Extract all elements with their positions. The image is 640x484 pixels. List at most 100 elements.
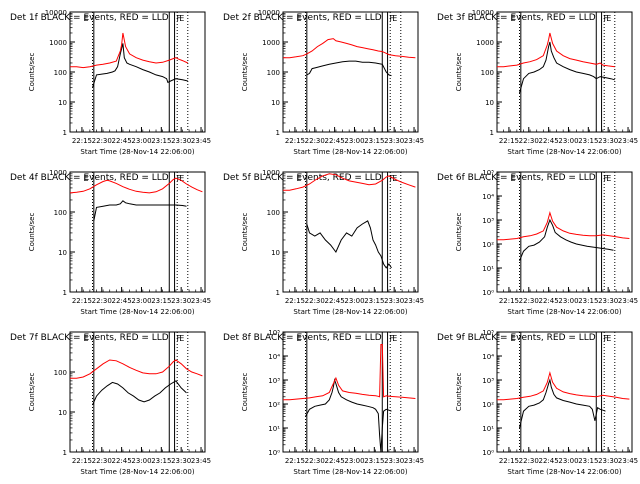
- x-tick-label: 22:15: [499, 297, 519, 305]
- y-tick-label: 1: [63, 129, 67, 137]
- x-tick-label: 22:30: [92, 137, 112, 145]
- x-axis-label: Start Time (28-Nov-14 22:06:00): [507, 468, 621, 476]
- marker-label: E: [392, 174, 397, 183]
- x-tick-label: 23:00: [344, 457, 364, 465]
- y-axis-label: Counts/sec: [28, 373, 36, 412]
- x-tick-label: 23:00: [344, 137, 364, 145]
- y-tick-label: 10¹: [482, 265, 494, 273]
- marker-label: E: [84, 14, 89, 23]
- plot-panel: Det 6f BLACK = Events, RED = LLD Counts/s…: [437, 169, 638, 316]
- marker-label: E: [511, 14, 516, 23]
- x-tick-label: 23:15: [578, 457, 598, 465]
- x-tick-label: 22:30: [519, 137, 539, 145]
- y-axis-label: Counts/sec: [241, 53, 249, 92]
- y-tick-label: 10⁴: [268, 353, 280, 361]
- y-tick-label: 1: [276, 129, 280, 137]
- y-tick-label: 10³: [482, 377, 494, 385]
- marker-label: E: [606, 334, 611, 343]
- chart-title: Det 8f BLACK = Events, RED = LLD: [223, 333, 382, 343]
- x-axis-label: Start Time (28-Nov-14 22:06:00): [293, 308, 407, 316]
- x-tick-label: 22:45: [112, 137, 132, 145]
- y-tick-label: 10: [271, 99, 280, 107]
- y-tick-label: 10²: [268, 401, 280, 409]
- y-axis-label: Counts/sec: [241, 213, 249, 252]
- x-tick-label: 22:30: [92, 297, 112, 305]
- x-tick-label: 22:45: [325, 457, 345, 465]
- y-tick-label: 10²: [482, 401, 494, 409]
- x-tick-label: 22:45: [112, 297, 132, 305]
- plot-panel: Det 9f BLACK = Events, RED = LLD Counts/s…: [437, 329, 638, 476]
- y-tick-label: 1: [63, 449, 67, 457]
- y-axis-label: Counts/sec: [241, 373, 249, 412]
- x-tick-label: 23:30: [384, 137, 404, 145]
- x-tick-label: 22:15: [285, 297, 305, 305]
- plot-frame: [69, 11, 206, 133]
- marker-label: E: [179, 334, 184, 343]
- chart-title: Det 4f BLACK = Events, RED = LLD: [10, 173, 169, 183]
- x-tick-label: 23:45: [404, 457, 424, 465]
- y-axis-label: Counts/sec: [455, 373, 463, 412]
- plot-panel: Det 5f BLACK = Events, RED = LLD Counts/s…: [223, 169, 424, 316]
- marker-label: E: [297, 174, 302, 183]
- y-tick-label: 100: [54, 209, 67, 217]
- y-tick-label: 10⁵: [268, 329, 280, 337]
- x-tick-label: 22:45: [539, 457, 559, 465]
- marker-label: E: [179, 14, 184, 23]
- lld-series-line: [69, 177, 203, 194]
- chart-title: Det 5f BLACK = Events, RED = LLD: [223, 173, 382, 183]
- y-tick-label: 100: [267, 209, 280, 217]
- events-series-line: [92, 380, 187, 406]
- events-series-line: [519, 378, 606, 429]
- x-tick-label: 23:00: [131, 297, 151, 305]
- chart-title: Det 3f BLACK = Events, RED = LLD: [437, 13, 596, 23]
- y-tick-label: 1: [63, 289, 67, 297]
- x-tick-label: 23:15: [151, 137, 171, 145]
- marker-label: E: [511, 334, 516, 343]
- marker-label: F: [390, 14, 395, 23]
- x-tick-label: 23:45: [191, 137, 211, 145]
- x-tick-label: 23:00: [558, 457, 578, 465]
- y-axis-label: Counts/sec: [28, 213, 36, 252]
- marker-label: E: [84, 334, 89, 343]
- lld-series-line: [497, 32, 615, 68]
- x-axis-label: Start Time (28-Nov-14 22:06:00): [80, 308, 194, 316]
- x-tick-label: 23:15: [578, 137, 598, 145]
- x-tick-label: 23:30: [171, 137, 191, 145]
- x-axis-label: Start Time (28-Nov-14 22:06:00): [507, 148, 621, 156]
- y-tick-label: 10000: [258, 9, 280, 17]
- y-tick-label: 10⁵: [482, 169, 494, 177]
- y-axis-label: Counts/sec: [28, 53, 36, 92]
- x-tick-label: 23:00: [131, 457, 151, 465]
- x-tick-label: 22:30: [305, 457, 325, 465]
- x-tick-label: 23:15: [151, 457, 171, 465]
- chart-title: Det 9f BLACK = Events, RED = LLD: [437, 333, 596, 343]
- y-tick-label: 10: [58, 99, 67, 107]
- lld-series-line: [283, 38, 416, 59]
- y-axis-label: Counts/sec: [455, 53, 463, 92]
- plot-panel: Det 7f BLACK = Events, RED = LLD Counts/s…: [10, 331, 211, 476]
- y-tick-label: 10⁰: [482, 449, 494, 457]
- y-tick-label: 100: [267, 69, 280, 77]
- y-tick-label: 10: [58, 409, 67, 417]
- x-tick-label: 23:30: [598, 137, 618, 145]
- x-tick-label: 23:30: [171, 457, 191, 465]
- x-tick-label: 22:15: [285, 137, 305, 145]
- x-tick-label: 22:30: [305, 297, 325, 305]
- y-tick-label: 10⁵: [482, 329, 494, 337]
- marker-label: E: [84, 174, 89, 183]
- marker-label: E: [392, 334, 397, 343]
- y-tick-label: 10: [58, 249, 67, 257]
- lld-series-line: [497, 211, 630, 241]
- y-tick-label: 10000: [45, 9, 67, 17]
- marker-label: E: [392, 14, 397, 23]
- plot-frame: [282, 331, 419, 453]
- lld-series-line: [497, 370, 630, 401]
- y-tick-label: 100: [54, 69, 67, 77]
- x-tick-label: 22:30: [519, 297, 539, 305]
- marker-label: E: [297, 334, 302, 343]
- y-tick-label: 10¹: [268, 425, 280, 433]
- x-tick-label: 23:00: [131, 137, 151, 145]
- x-tick-label: 22:45: [539, 297, 559, 305]
